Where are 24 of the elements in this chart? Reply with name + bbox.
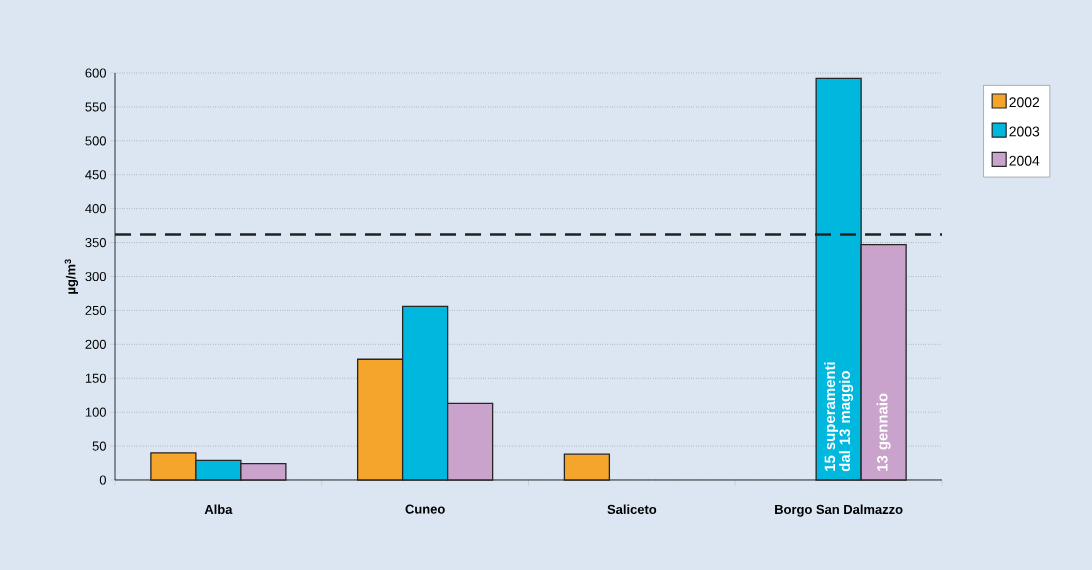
y-tick-label: 0 (99, 475, 106, 485)
y-tick-label: 300 (85, 271, 106, 282)
y-tick-label: 150 (85, 373, 106, 383)
y-tick-label: 400 (85, 204, 106, 214)
x-tick-label: Borgo San Dalmazzo (775, 504, 903, 517)
y-tick-label: 500 (85, 136, 106, 146)
x-tick-label: Alba (204, 504, 233, 515)
y-tick-label: 450 (85, 170, 106, 180)
y-tick-label: 200 (85, 339, 106, 349)
legend-label: 2002 (1009, 97, 1040, 108)
y-tick-label: 550 (85, 102, 106, 112)
y-axis-title: µg/m$^{3}$ (64, 259, 79, 294)
x-tick-label: Cuneo (405, 504, 445, 514)
y-tick-label: 50 (92, 441, 106, 451)
y-tick-label: 600 (85, 68, 106, 78)
y-tick-label: 350 (85, 237, 106, 248)
annotation: 15 superamenti dal 13 maggio (824, 362, 854, 472)
legend-label: 2004 (1009, 155, 1040, 166)
annotation: 13 gennaio (876, 393, 891, 471)
y-tick-label: 250 (85, 305, 106, 315)
legend-label: 2003 (1009, 126, 1040, 137)
x-tick-label: Saliceto (607, 504, 657, 515)
y-tick-label: 100 (85, 407, 106, 417)
bar (563, 453, 611, 481)
